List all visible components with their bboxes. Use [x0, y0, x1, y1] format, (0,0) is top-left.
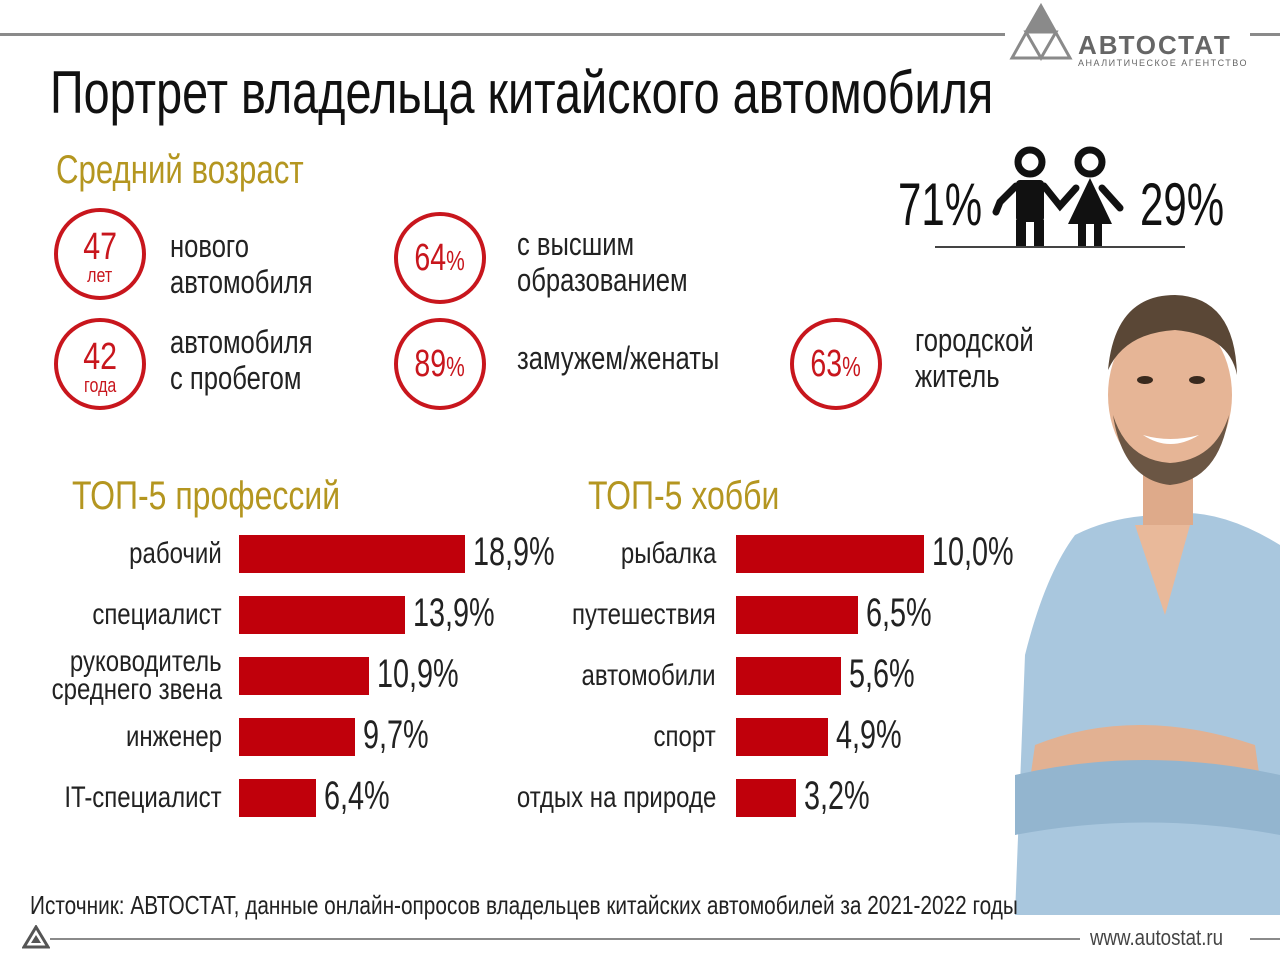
footer-triangle-icon [22, 925, 50, 949]
bar [239, 535, 465, 573]
age-new-label: нового автомобиля [170, 228, 313, 300]
gender-male-value: 71% [898, 171, 983, 238]
bottom-rule-right [1250, 938, 1280, 940]
age-new-circle: 47 лет [54, 208, 146, 300]
category-label: спорт [653, 720, 716, 753]
education-value: 64 [414, 237, 447, 279]
chart-professions-title: ТОП-5 профессий [72, 474, 341, 518]
logo-brand: АВТОСТАТ [1078, 30, 1232, 60]
website-link[interactable]: www.autostat.ru [1090, 925, 1224, 950]
bar [239, 779, 316, 817]
category-label: путешествия [572, 598, 716, 631]
value-label: 5,6% [849, 652, 915, 696]
value-label: 6,4% [324, 774, 390, 818]
value-label: 10,0% [932, 530, 1014, 574]
bar [736, 657, 841, 695]
value-label: 18,9% [473, 530, 555, 574]
logo-subtitle: АНАЛИТИЧЕСКОЕ АГЕНТСТВО [1078, 58, 1248, 68]
urban-value: 63 [810, 343, 843, 385]
value-label: 6,5% [866, 591, 932, 635]
bar [239, 718, 355, 756]
bar [736, 779, 796, 817]
source-note: Источник: АВТОСТАТ, данные онлайн-опросо… [30, 890, 1018, 920]
chart-hobbies-title: ТОП-5 хобби [588, 474, 780, 518]
category-label: инженер [125, 720, 222, 753]
category-label: руководитель среднего звена [51, 645, 222, 706]
category-label: рыбалка [620, 537, 716, 570]
age-heading: Средний возраст [56, 148, 304, 192]
gender-underline [935, 246, 1185, 248]
category-label: рабочий [129, 537, 222, 570]
category-label: автомобили [581, 659, 716, 692]
married-label: замужем/женаты [517, 340, 720, 376]
logo-triangles-icon [1009, 2, 1073, 62]
urban-circle: 63% [790, 318, 882, 410]
value-label: 9,7% [363, 713, 429, 757]
education-label: с высшим образованием [517, 226, 688, 298]
age-used-circle: 42 года [54, 318, 146, 410]
age-used-value: 42 [83, 336, 117, 378]
gender-female-value: 29% [1140, 171, 1225, 238]
age-new-value: 47 [83, 226, 117, 268]
urban-label: городской житель [915, 322, 1034, 394]
education-circle: 64% [394, 212, 486, 304]
page-title: Портрет владельца китайского автомобиля [50, 59, 994, 126]
married-value: 89 [414, 343, 447, 385]
age-new-unit: лет [87, 265, 113, 287]
bar [239, 596, 405, 634]
age-used-label: автомобиля с пробегом [170, 324, 313, 396]
top-rule-right [1250, 33, 1280, 36]
value-label: 10,9% [377, 652, 459, 696]
age-used-unit: года [83, 375, 117, 397]
top-rule [0, 33, 1005, 36]
man-portrait-image [1015, 295, 1280, 915]
value-label: 3,2% [804, 774, 870, 818]
category-label: IT-специалист [64, 781, 222, 814]
bar [239, 657, 369, 695]
category-label: отдых на природе [516, 781, 716, 814]
bar [736, 596, 858, 634]
autostat-logo: АВТОСТАТ АНАЛИТИЧЕСКОЕ АГЕНТСТВО [1008, 2, 1258, 68]
value-label: 4,9% [836, 713, 902, 757]
bar [736, 535, 924, 573]
bar [736, 718, 828, 756]
bottom-rule [50, 938, 1080, 940]
man-woman-icon [992, 146, 1124, 248]
value-label: 13,9% [413, 591, 495, 635]
married-circle: 89% [394, 318, 486, 410]
category-label: специалист [92, 598, 222, 631]
